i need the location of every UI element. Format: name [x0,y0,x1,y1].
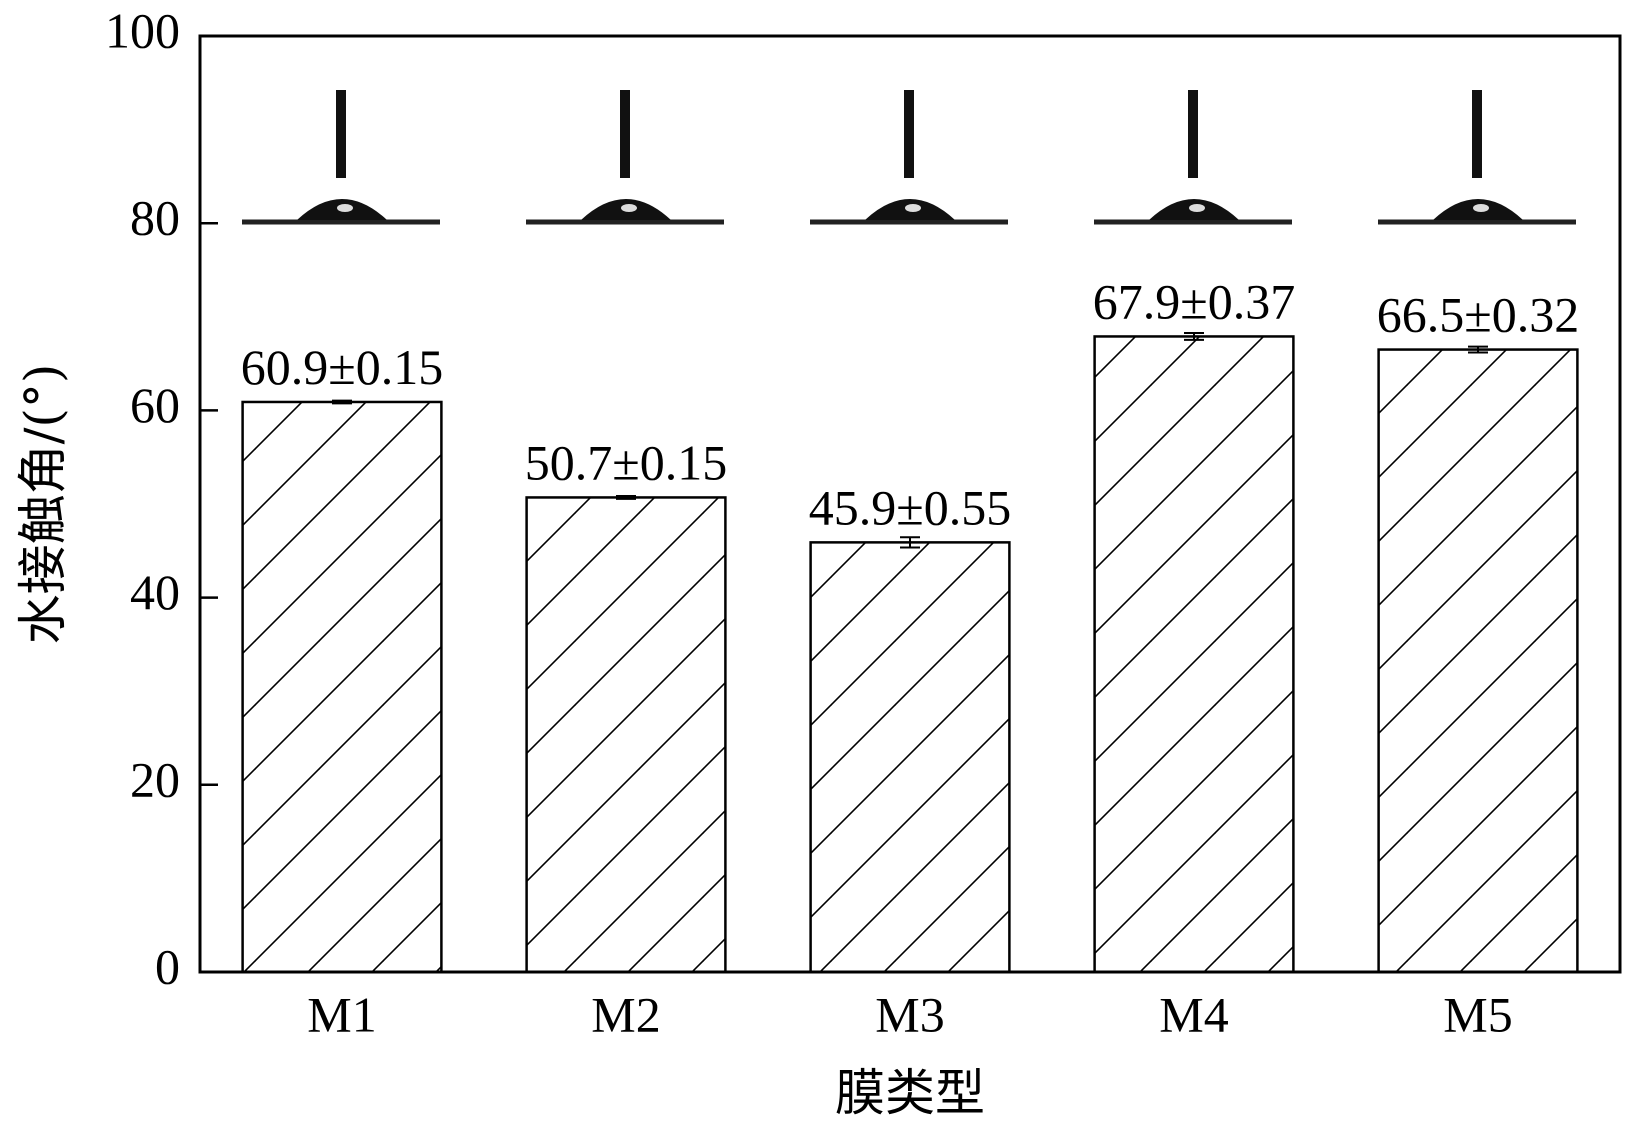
droplet-highlight [1473,204,1489,212]
value-label: 50.7±0.15 [525,434,727,490]
y-tick-label: 100 [105,2,180,58]
y-axis-label: 水接触角/(°) [14,364,72,645]
plot-frame [198,34,1622,974]
bar-hatch [1378,349,1578,972]
y-tick-label: 60 [130,377,180,433]
droplet-highlight [905,204,921,212]
x-tick-label: M5 [1443,986,1512,1042]
x-tick-label: M4 [1159,986,1228,1042]
droplet-highlight [621,204,637,212]
y-tick-label: 80 [130,190,180,246]
y-tick-label: 40 [130,564,180,620]
y-tick-label: 20 [130,751,180,807]
needle [904,90,914,178]
x-tick-label: M2 [591,986,660,1042]
droplet-highlight [337,204,353,212]
needle [336,90,346,178]
bar-hatch [810,542,1010,972]
needle [1472,90,1482,178]
x-tick-label: M1 [307,986,376,1042]
needle [620,90,630,178]
value-label: 66.5±0.32 [1377,287,1579,343]
bar-hatch [242,401,442,972]
value-label: 45.9±0.55 [809,479,1011,535]
x-tick-label: M3 [875,986,944,1042]
value-label: 67.9±0.37 [1093,273,1295,329]
x-axis-label: 膜类型 [835,1064,985,1122]
value-label: 60.9±0.15 [241,339,443,395]
bar-hatch [1094,336,1294,972]
needle [1188,90,1198,178]
droplet-highlight [1189,204,1205,212]
y-tick-label: 0 [155,938,180,994]
bar-hatch [526,497,726,972]
